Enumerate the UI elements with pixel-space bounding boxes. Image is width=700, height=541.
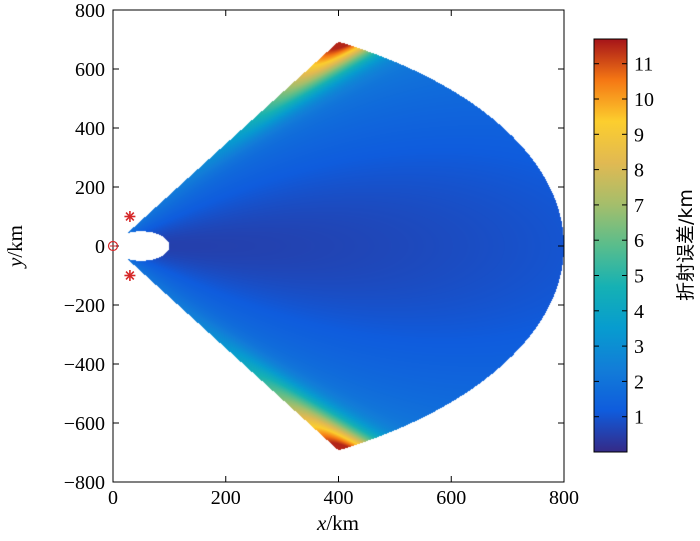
x-tick-label: 0 (108, 487, 118, 509)
colorbar-ticks: 1 2 3 4 5 6 7 8 9 10 11 (594, 54, 654, 429)
x-tick-label: 800 (549, 487, 579, 509)
colorbar-tick-label: 5 (634, 266, 644, 288)
colorbar-tick-label: 2 (634, 371, 644, 393)
colorbar-tick-label: 6 (634, 230, 644, 252)
origin-circle-marker (107, 240, 119, 252)
y-tick-label: 800 (75, 0, 105, 22)
y-tick-label: 600 (75, 59, 105, 81)
y-axis: 800 600 400 200 0 −200 −400 −600 −800 (64, 0, 564, 494)
colorbar-tick-label: 4 (634, 301, 644, 323)
y-tick-label: −800 (64, 472, 105, 494)
y-tick-label: −200 (64, 295, 105, 317)
y-tick-label: 200 (75, 177, 105, 199)
colorbar-tick-label: 11 (634, 54, 653, 76)
colorbar (593, 38, 628, 453)
sensor-markers (107, 211, 136, 281)
x-tick-label: 200 (211, 487, 241, 509)
y-tick-label: −400 (64, 354, 105, 376)
sensor-star-marker (124, 270, 136, 281)
colorbar-tick-label: 10 (634, 89, 654, 111)
y-tick-label: 0 (95, 236, 105, 258)
x-axis: 0 200 400 600 800 (108, 10, 579, 509)
x-tick-label: 600 (436, 487, 466, 509)
colorbar-tick-label: 1 (634, 407, 644, 429)
colorbar-tick-label: 3 (634, 336, 644, 358)
x-tick-label: 400 (324, 487, 354, 509)
colorbar-label: 折射误差/km (675, 189, 697, 301)
refraction-error-field (113, 10, 564, 482)
x-axis-label: x/km (316, 511, 359, 535)
y-tick-label: −600 (64, 413, 105, 435)
colorbar-tick-label: 7 (634, 195, 644, 217)
sensor-star-marker (124, 211, 136, 222)
heatmap-region (113, 10, 564, 482)
colorbar-tick-label: 8 (634, 160, 644, 182)
colorbar-tick-label: 9 (634, 124, 644, 146)
y-tick-label: 400 (75, 118, 105, 140)
y-axis-label: y/km (3, 225, 27, 269)
